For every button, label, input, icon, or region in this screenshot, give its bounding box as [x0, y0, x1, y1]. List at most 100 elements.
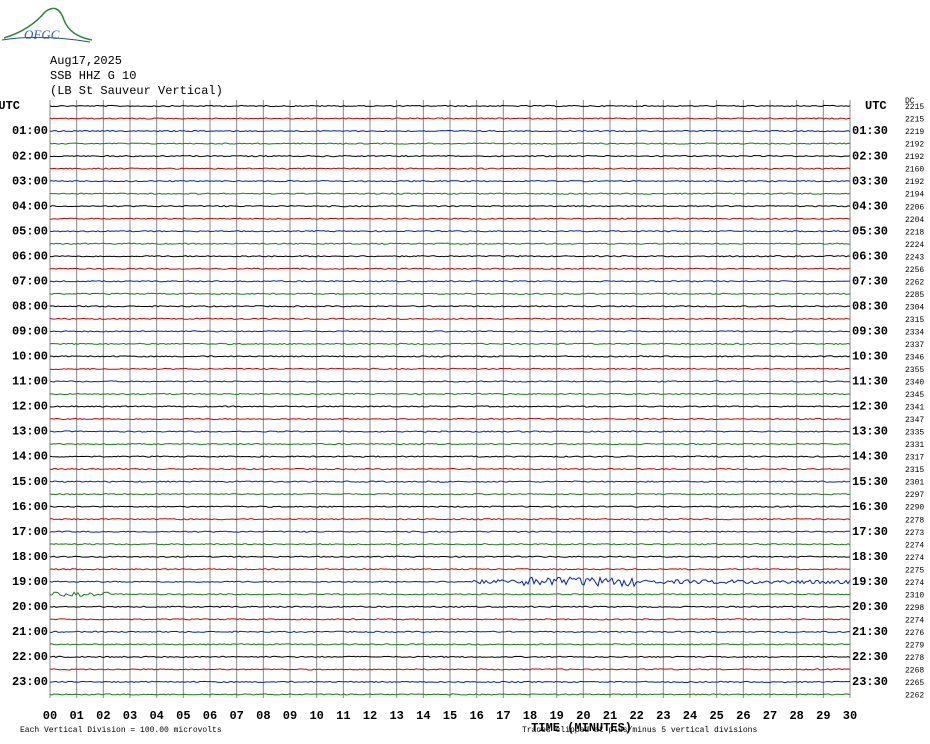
x-tick-label: 10 — [309, 709, 323, 723]
x-tick-label: 14 — [416, 709, 430, 723]
x-tick-label: 21 — [603, 709, 617, 723]
left-label: 05:00 — [12, 224, 48, 238]
left-label: 15:00 — [12, 475, 48, 489]
right-label: 02:30 — [852, 149, 888, 163]
right-label: 12:30 — [852, 400, 888, 414]
x-tick-label: 15 — [443, 709, 457, 723]
x-tick-label: 11 — [336, 709, 350, 723]
trace — [49, 142, 851, 145]
station: SSB HHZ G 10 — [50, 69, 136, 83]
left-label: 03:00 — [12, 174, 48, 188]
right-label: 19:30 — [852, 575, 888, 589]
x-tick-label: 27 — [763, 709, 777, 723]
logo-curve — [3, 7, 93, 41]
x-tick-label: 07 — [229, 709, 243, 723]
dc-value: 2340 — [905, 379, 924, 388]
x-tick-label: 17 — [496, 709, 510, 723]
dc-value: 2317 — [905, 454, 924, 463]
dc-value: 2347 — [905, 416, 924, 425]
dc-value: 2315 — [905, 466, 924, 475]
trace — [49, 543, 851, 546]
dc-value: 2315 — [905, 316, 924, 325]
left-label: 18:00 — [12, 550, 48, 564]
dc-value: 2285 — [905, 291, 924, 300]
left-label: 09:00 — [12, 325, 48, 339]
left-label: 16:00 — [12, 500, 48, 514]
dc-value: 2265 — [905, 679, 924, 688]
trace — [49, 492, 851, 496]
dc-value: 2355 — [905, 366, 924, 375]
dc-value: 2346 — [905, 354, 924, 363]
left-label: 08:00 — [12, 299, 48, 313]
x-tick-label: 13 — [389, 709, 403, 723]
left-label: UTC — [0, 99, 20, 113]
trace — [49, 505, 851, 508]
dc-value: 2276 — [905, 629, 924, 638]
dc-value: 2278 — [905, 654, 924, 663]
x-tick-label: 08 — [256, 709, 270, 723]
left-label: 20:00 — [12, 600, 48, 614]
x-tick-label: 22 — [629, 709, 643, 723]
trace — [49, 167, 851, 170]
footer-right: Traces clipped at plus/minus 5 vertical … — [522, 726, 757, 735]
dc-value: 2337 — [905, 341, 924, 350]
trace — [49, 154, 851, 158]
right-label: 18:30 — [852, 550, 888, 564]
dc-value: 2304 — [905, 303, 924, 312]
x-tick-label: 29 — [816, 709, 830, 723]
dc-value: 2256 — [905, 266, 924, 275]
trace — [49, 591, 851, 597]
trace — [49, 280, 850, 283]
dc-value: 2160 — [905, 166, 924, 175]
left-label: 14:00 — [12, 450, 48, 464]
x-tick-label: 26 — [736, 709, 750, 723]
right-label: 06:30 — [852, 249, 888, 263]
x-tick-label: 28 — [789, 709, 803, 723]
trace — [49, 568, 851, 571]
trace — [50, 442, 851, 446]
trace — [49, 417, 851, 421]
trace — [49, 292, 851, 295]
x-tick-label: 24 — [683, 709, 697, 723]
x-tick-label: 25 — [709, 709, 723, 723]
left-label: 02:00 — [12, 149, 48, 163]
dc-value: 2274 — [905, 616, 924, 625]
dc-value: 2262 — [905, 692, 924, 701]
right-label: 07:30 — [852, 274, 888, 288]
location: (LB St Sauveur Vertical) — [50, 84, 223, 98]
dc-value: 2243 — [905, 253, 924, 262]
x-tick-label: 09 — [283, 709, 297, 723]
trace — [49, 330, 851, 333]
left-label: 04:00 — [12, 199, 48, 213]
dc-value: 2192 — [905, 153, 924, 162]
right-label: 14:30 — [852, 450, 888, 464]
trace — [49, 117, 850, 120]
trace — [49, 530, 850, 533]
trace — [49, 605, 851, 608]
trace — [49, 255, 851, 258]
dc-value: 2297 — [905, 491, 924, 500]
trace — [49, 480, 851, 483]
dc-value: 2290 — [905, 504, 924, 513]
trace — [49, 267, 851, 270]
right-label: 03:30 — [852, 174, 888, 188]
logo-line — [1, 36, 91, 43]
trace — [50, 217, 851, 220]
trace — [49, 575, 851, 588]
dc-value: 2275 — [905, 566, 924, 575]
trace — [49, 618, 851, 621]
x-tick-label: 04 — [149, 709, 163, 723]
trace — [49, 367, 851, 371]
left-label: 17:00 — [12, 525, 48, 539]
trace — [49, 179, 851, 183]
left-label: 01:00 — [12, 124, 48, 138]
dc-value: 2274 — [905, 541, 924, 550]
x-tick-label: 02 — [96, 709, 110, 723]
dc-value: 2278 — [905, 516, 924, 525]
footer-left: Each Vertical Division = 100.00 microvol… — [20, 726, 222, 735]
x-tick-label: 06 — [203, 709, 217, 723]
right-label: 13:30 — [852, 425, 888, 439]
x-tick-label: 16 — [469, 709, 483, 723]
x-title: TIME (MINUTES) — [531, 721, 632, 735]
